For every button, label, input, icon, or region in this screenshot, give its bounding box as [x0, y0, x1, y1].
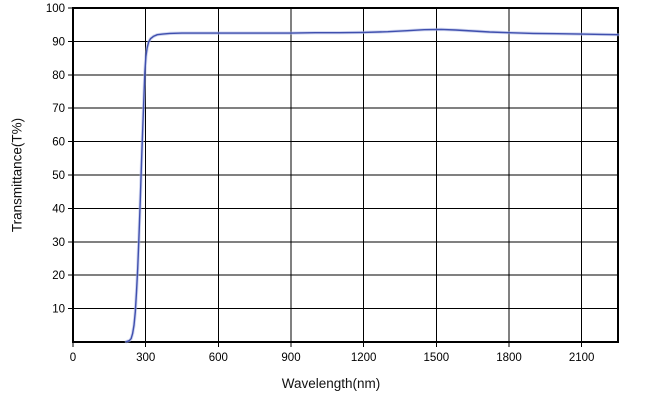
- x-tick-label: 1200: [351, 352, 377, 364]
- x-tick-label: 300: [136, 352, 155, 364]
- x-tick-label: 900: [281, 352, 300, 364]
- x-tick-label: 600: [209, 352, 228, 364]
- y-tick-label: 100: [46, 3, 65, 15]
- y-tick-label: 90: [52, 36, 65, 48]
- plot-border: [72, 7, 619, 343]
- x-tick-label: 2100: [569, 352, 595, 364]
- x-tick-label: 1800: [496, 352, 522, 364]
- y-tick-label: 30: [52, 237, 65, 249]
- series-line: [125, 28, 619, 343]
- series-halo: [124, 27, 620, 344]
- y-tick-label: 80: [52, 70, 65, 82]
- y-tick-label: 70: [52, 103, 65, 115]
- y-tick-label: 50: [52, 170, 65, 182]
- y-tick-label: 10: [52, 304, 65, 316]
- y-tick-label: 40: [52, 203, 65, 215]
- x-tick-label: 1500: [424, 352, 450, 364]
- y-tick-label: 20: [52, 270, 65, 282]
- y-tick-label: 60: [52, 137, 65, 149]
- x-tick-label: 0: [70, 352, 76, 364]
- y-axis-title: Transmittance(T%): [9, 117, 25, 233]
- x-axis-title: Wavelength(nm): [281, 376, 381, 391]
